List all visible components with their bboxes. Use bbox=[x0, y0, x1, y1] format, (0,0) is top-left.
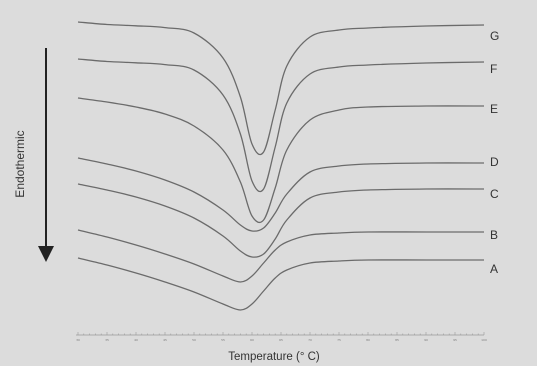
x-tick-label: 80 bbox=[366, 338, 370, 342]
curve-d bbox=[77, 157, 485, 232]
series-labels: G F E D C B A bbox=[490, 29, 499, 276]
x-tick-label: 55 bbox=[221, 338, 225, 342]
curve-g bbox=[77, 21, 485, 156]
x-tick-label: 85 bbox=[395, 338, 399, 342]
series-label-e: E bbox=[490, 102, 498, 116]
series-label-b: B bbox=[490, 228, 498, 242]
x-tick-label: 90 bbox=[424, 338, 428, 342]
x-tick-label: 40 bbox=[134, 338, 138, 342]
curve-e bbox=[77, 97, 485, 224]
x-tick-label: 45 bbox=[163, 338, 167, 342]
x-tick-label: 70 bbox=[308, 338, 312, 342]
x-tick-label: 50 bbox=[192, 338, 196, 342]
x-tick-label: 65 bbox=[279, 338, 283, 342]
curve-f bbox=[77, 58, 485, 193]
series-label-c: C bbox=[490, 187, 499, 201]
curve-a bbox=[77, 257, 484, 311]
x-tick-label: 95 bbox=[453, 338, 457, 342]
x-tick-label: 30 bbox=[76, 338, 80, 342]
series-label-g: G bbox=[490, 29, 499, 43]
x-axis-label: Temperature (° C) bbox=[228, 351, 320, 363]
x-tick-label: 100 bbox=[481, 338, 487, 342]
x-tick-label: 75 bbox=[337, 338, 341, 342]
series-label-a: A bbox=[490, 262, 498, 276]
x-tick-label: 60 bbox=[250, 338, 254, 342]
curves bbox=[77, 21, 485, 311]
x-ticks: 30 35 40 45 50 55 60 65 70 75 80 85 90 95 100 bbox=[76, 332, 487, 342]
series-label-f: F bbox=[490, 62, 497, 76]
curve-b bbox=[77, 229, 484, 283]
curve-c bbox=[77, 183, 485, 258]
series-label-d: D bbox=[490, 155, 499, 169]
y-axis-label: Endothermic bbox=[13, 130, 27, 197]
x-tick-label: 35 bbox=[105, 338, 109, 342]
